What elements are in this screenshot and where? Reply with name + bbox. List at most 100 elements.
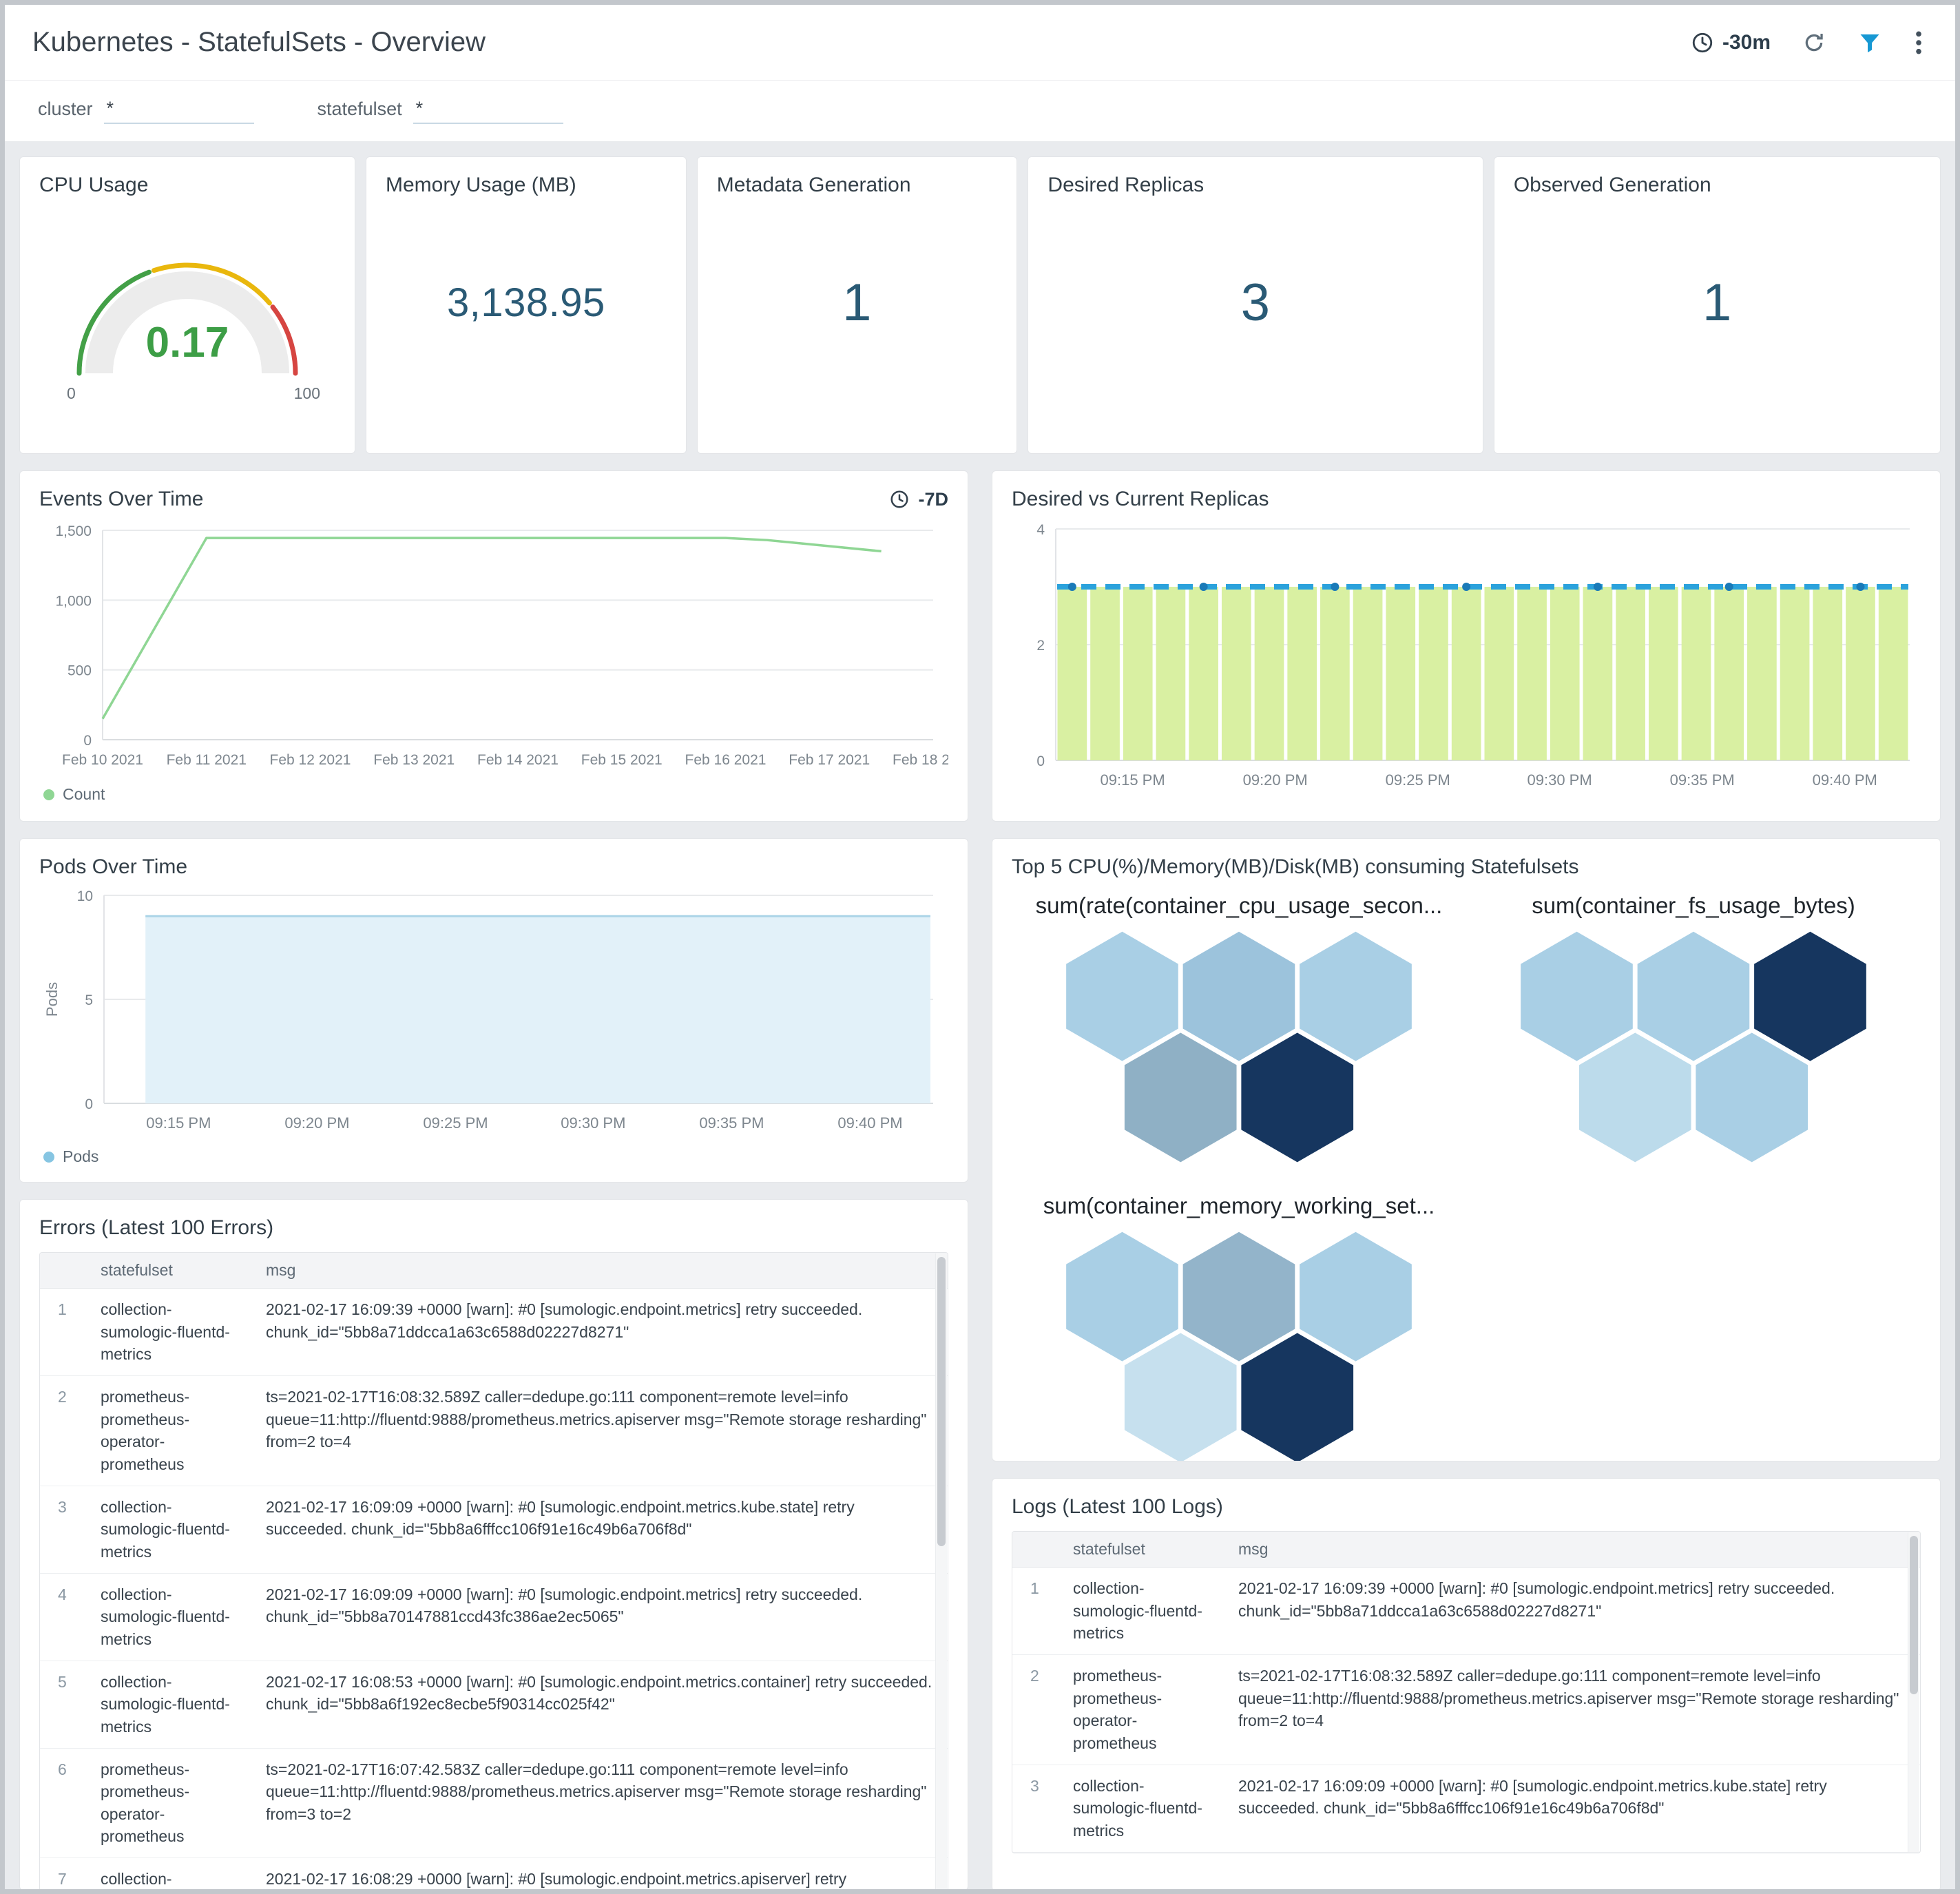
logs-scrollbar[interactable] [1908, 1532, 1919, 1852]
errors-table-row[interactable]: 6 prometheus-prometheus-operator-promethe… [40, 1748, 948, 1859]
filter-button[interactable] [1857, 30, 1882, 55]
filter-icon [1860, 34, 1879, 52]
svg-text:09:20 PM: 09:20 PM [1243, 771, 1308, 789]
memory-honeycomb-chart [1061, 1227, 1417, 1461]
events-line-chart[interactable]: 0 500 1,000 1,500 Feb 10 2021 Feb 11 2021 Feb … [39, 518, 948, 780]
svg-text:1,000: 1,000 [55, 593, 92, 609]
pods-area-chart[interactable]: 0 5 10 Pods 09:15 PM 09:20 PM 09:25 PM 09:30 PM… [39, 886, 948, 1142]
svg-text:09:40 PM: 09:40 PM [837, 1114, 902, 1132]
errors-table-row[interactable]: 2 prometheus-prometheus-operator-promethe… [40, 1375, 948, 1486]
svg-text:Feb 14 2021: Feb 14 2021 [477, 752, 559, 768]
errors-table-row[interactable]: 1 collection-sumologic-fluentd-metrics 202… [40, 1288, 948, 1376]
panel-observed-generation: Observed Generation 1 [1493, 156, 1941, 454]
errors-table-row[interactable]: 7collection-sumologic-fluentd-metrics202… [40, 1857, 948, 1889]
svg-text:Feb 10 2021: Feb 10 2021 [62, 752, 143, 768]
panel-title: Metadata Generation [716, 174, 911, 196]
panel-title: Errors (Latest 100 Errors) [39, 1216, 274, 1239]
panel-title: Desired Replicas [1047, 174, 1205, 196]
scrollbar-thumb[interactable] [1910, 1536, 1918, 1694]
statefulset-column-header: statefulset [1062, 1532, 1227, 1568]
msg-column-header: msg [255, 1253, 948, 1289]
panel-cpu-usage: CPU Usage 0.17 0 100 [19, 156, 355, 454]
statefulset-filter: statefulset * [317, 98, 563, 124]
errors-table: statefulset msg 1 collection-sumologic-fl… [39, 1252, 948, 1889]
cpu-honeycomb-chart [1061, 926, 1417, 1167]
svg-text:Feb 16 2021: Feb 16 2021 [685, 752, 767, 768]
left-column: Events Over Time -7D 0 500 1,000 1,500 Feb 1… [19, 470, 968, 1889]
svg-text:Feb 11 2021: Feb 11 2021 [167, 752, 247, 768]
pods-legend[interactable]: Pods [39, 1147, 948, 1166]
errors-table-row[interactable]: 3 collection-sumologic-fluentd-metrics 202… [40, 1486, 948, 1574]
logs-table-header: statefulset msg [1012, 1532, 1920, 1568]
refresh-button[interactable] [1802, 31, 1826, 54]
panel-time-range-button[interactable]: -7D [889, 489, 948, 510]
kebab-icon [1916, 31, 1921, 54]
errors-scrollbar[interactable] [935, 1253, 947, 1889]
logs-table-row[interactable]: 3 collection-sumologic-fluentd-metrics 202… [1012, 1765, 1920, 1853]
panel-desired-replicas: Desired Replicas 3 [1028, 156, 1483, 454]
svg-text:0: 0 [83, 733, 92, 749]
statefulset-column-header: statefulset [90, 1253, 255, 1289]
header-actions: -30m [1691, 30, 1923, 56]
cpu-usage-gauge[interactable]: 0.17 0 100 [39, 209, 335, 416]
panel-title: Observed Generation [1513, 174, 1711, 196]
kebab-menu-button[interactable] [1914, 30, 1923, 56]
panel-title: Pods Over Time [39, 855, 188, 878]
fs-usage-honeycomb-chart [1516, 926, 1871, 1167]
events-legend[interactable]: Count [39, 785, 948, 804]
svg-text:5: 5 [85, 992, 93, 1008]
errors-table-row[interactable]: 5 collection-sumologic-fluentd-metrics 202… [40, 1661, 948, 1749]
gauge-value: 0.17 [145, 319, 229, 366]
msg-column-header: msg [1227, 1532, 1920, 1568]
svg-text:09:35 PM: 09:35 PM [699, 1114, 764, 1132]
honeycomb-label: sum(container_memory_working_set... [1043, 1193, 1435, 1219]
refresh-icon [1805, 33, 1823, 51]
honeycomb-memory[interactable]: sum(container_memory_working_set... [1012, 1193, 1466, 1461]
gauge-min-label: 0 [67, 384, 76, 402]
right-column: Desired vs Current Replicas 0 2 4 09:15 PM 0… [992, 470, 1941, 1889]
cluster-filter-label: cluster [38, 98, 93, 119]
svg-text:Feb 17 2021: Feb 17 2021 [789, 752, 870, 768]
clock-icon [1692, 32, 1713, 52]
panel-title: Events Over Time [39, 488, 204, 510]
svg-text:10: 10 [77, 888, 93, 904]
svg-text:09:15 PM: 09:15 PM [1101, 771, 1165, 789]
svg-text:09:30 PM: 09:30 PM [561, 1114, 625, 1132]
errors-table-row[interactable]: 4 collection-sumologic-fluentd-metrics 202… [40, 1573, 948, 1661]
statefulset-filter-input[interactable]: * [413, 98, 563, 124]
logs-table-row[interactable]: 1 collection-sumologic-fluentd-metrics 202… [1012, 1567, 1920, 1655]
svg-text:0: 0 [85, 1096, 93, 1112]
honeycomb-label: sum(rate(container_cpu_usage_secon... [1035, 893, 1443, 918]
legend-label: Pods [63, 1147, 99, 1165]
stats-row: CPU Usage 0.17 0 100 Memory Usage (MB) 3… [19, 156, 1941, 454]
replicas-bar-chart[interactable]: 0 2 4 09:15 PM 09:20 PM 09:25 PM 09:30 PM 09:35… [1012, 518, 1921, 800]
logs-table-row[interactable]: 2 prometheus-prometheus-operator-promethe… [1012, 1654, 1920, 1765]
svg-text:Feb 18 2021: Feb 18 2021 [893, 752, 948, 768]
honeycomb-fs-usage[interactable]: sum(container_fs_usage_bytes) [1466, 893, 1921, 1169]
desired-replicas-value: 3 [1240, 273, 1271, 332]
honeycomb-grid: sum(rate(container_cpu_usage_secon... su… [1012, 893, 1921, 1461]
clock-icon [890, 490, 908, 508]
svg-text:Pods: Pods [43, 982, 61, 1017]
svg-text:Feb 13 2021: Feb 13 2021 [373, 752, 455, 768]
panel-time-range-label: -7D [918, 488, 948, 510]
svg-text:09:15 PM: 09:15 PM [146, 1114, 211, 1132]
panel-memory-usage: Memory Usage (MB) 3,138.95 [366, 156, 687, 454]
errors-table-header: statefulset msg [40, 1253, 948, 1289]
svg-text:09:35 PM: 09:35 PM [1670, 771, 1735, 789]
observed-generation-value: 1 [1702, 273, 1732, 332]
svg-text:0: 0 [1036, 753, 1045, 769]
main-grid: Events Over Time -7D 0 500 1,000 1,500 Feb 1… [19, 470, 1941, 1889]
scrollbar-thumb[interactable] [937, 1257, 946, 1546]
legend-label: Count [63, 785, 105, 803]
honeycomb-cpu[interactable]: sum(rate(container_cpu_usage_secon... [1012, 893, 1466, 1169]
logs-table: statefulset msg 1 collection-sumologic-fl… [1012, 1531, 1921, 1853]
panel-title: Memory Usage (MB) [386, 174, 576, 196]
cluster-filter-input[interactable]: * [103, 98, 254, 124]
panel-pods-over-time: Pods Over Time 0 5 10 Pods 09:15 PM 09:20 PM 0… [19, 838, 968, 1183]
time-range-button[interactable]: -30m [1691, 31, 1771, 54]
panel-metadata-generation: Metadata Generation 1 [696, 156, 1018, 454]
svg-text:09:20 PM: 09:20 PM [284, 1114, 349, 1132]
dashboard-inner: Kubernetes - StatefulSets - Overview -30… [5, 5, 1955, 1889]
